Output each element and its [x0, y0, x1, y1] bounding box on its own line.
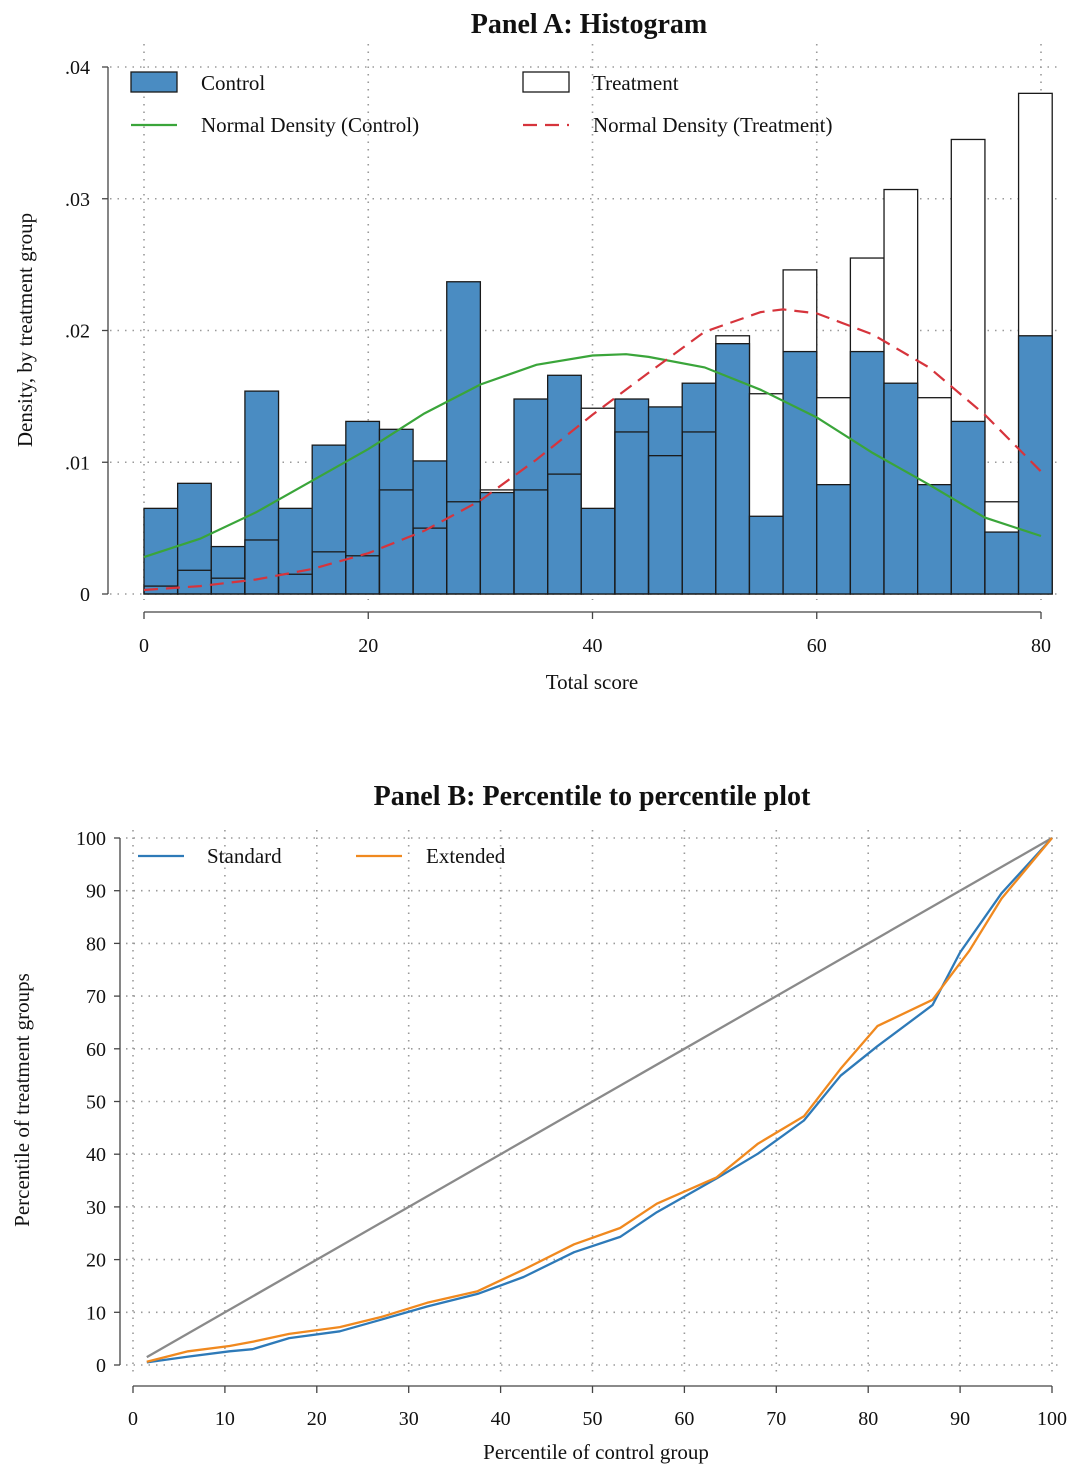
legend-panel-b: Standard Extended [138, 844, 506, 868]
bar-control [614, 398, 650, 595]
density-line-treatment [143, 308, 1042, 592]
bar-control [715, 343, 751, 595]
y-tick-label: 0 [96, 1355, 106, 1377]
y-tick-label: .02 [65, 321, 90, 343]
y-tick-label: 70 [86, 986, 106, 1008]
x-tick-label: 70 [766, 1408, 786, 1430]
x-tick-label: 20 [307, 1408, 327, 1430]
x-tick-label: 40 [583, 635, 603, 657]
panel-b-title: Panel B: Percentile to percentile plot [374, 781, 811, 812]
x-tick-label: 80 [858, 1408, 878, 1430]
panel-a-title: Panel A: Histogram [471, 9, 707, 40]
bar-control [479, 491, 515, 595]
density-line-control [143, 353, 1042, 559]
bar-control [513, 398, 549, 595]
y-tick-label: 20 [86, 1250, 106, 1272]
bar-control [816, 483, 852, 595]
legend-label-treatment: Treatment [593, 71, 679, 95]
legend-label-normal-treatment: Normal Density (Treatment) [593, 113, 833, 137]
x-tick-label: 50 [583, 1408, 603, 1430]
bar-control [311, 444, 347, 595]
y-tick-label: 10 [86, 1302, 106, 1324]
bar-control [849, 350, 885, 595]
x-tick-label: 0 [128, 1408, 138, 1430]
bar-control [580, 507, 616, 595]
x-tick-label: 20 [358, 635, 378, 657]
x-tick-label: 60 [807, 635, 827, 657]
legend-label-extended: Extended [426, 844, 506, 868]
bar-control [176, 482, 212, 595]
bar-control [782, 350, 818, 595]
bar-control [345, 420, 381, 595]
legend-swatch-control [130, 71, 178, 93]
bar-control [984, 531, 1020, 595]
bar-control [547, 374, 582, 595]
y-tick-label: 50 [86, 1092, 106, 1114]
bar-control [748, 515, 784, 595]
x-tick-label: 90 [950, 1408, 970, 1430]
y-tick-label: .01 [65, 452, 90, 474]
x-tick-label: 60 [674, 1408, 694, 1430]
legend-label-control: Control [201, 71, 265, 95]
bar-control [883, 382, 919, 595]
x-tick-label: 10 [215, 1408, 235, 1430]
bar-control [446, 281, 482, 595]
y-tick-label: .04 [65, 57, 90, 79]
x-tick-label: 40 [491, 1408, 511, 1430]
legend-label-standard: Standard [207, 844, 282, 868]
y-tick-label: 80 [86, 933, 106, 955]
y-tick-label: 100 [76, 828, 106, 850]
x-tick-label: 30 [399, 1408, 419, 1430]
bar-control [647, 406, 683, 595]
y-axis-title: Density, by treatment group [13, 213, 37, 447]
legend-label-normal-control: Normal Density (Control) [201, 113, 419, 137]
x-tick-label: 0 [139, 635, 149, 657]
diagonal-line [146, 837, 1053, 1359]
bar-control [917, 483, 952, 595]
bar-control [681, 382, 717, 595]
legend-swatch-treatment [522, 71, 570, 93]
panel-b: Panel B: Percentile to percentile plot 0 1… [10, 781, 1067, 1464]
y-tick-label: 30 [86, 1197, 106, 1219]
x-tick-label: 80 [1031, 635, 1051, 657]
x-axis-title: Percentile of control group [483, 1440, 709, 1464]
bar-control [277, 507, 313, 595]
y-tick-label: 0 [80, 584, 90, 606]
bar-control [244, 390, 280, 595]
y-axis-title: Percentile of treatment groups [10, 973, 34, 1227]
y-tick-label: 60 [86, 1039, 106, 1061]
y-tick-label: 90 [86, 881, 106, 903]
panel-a: Panel A: Histogram 0 .01 .02 .03 .04 0 20 40 60 80… [13, 9, 1060, 694]
bar-control [378, 428, 414, 595]
series-line-standard [146, 837, 1053, 1364]
y-tick-label: .03 [65, 189, 90, 211]
legend-panel-a: Control Treatment Normal Density (Control)… [130, 71, 833, 137]
series-line-extended [146, 837, 1053, 1363]
x-tick-label: 100 [1037, 1408, 1067, 1430]
x-axis-title: Total score [546, 670, 638, 694]
bar-control [210, 545, 246, 595]
y-tick-label: 40 [86, 1144, 106, 1166]
